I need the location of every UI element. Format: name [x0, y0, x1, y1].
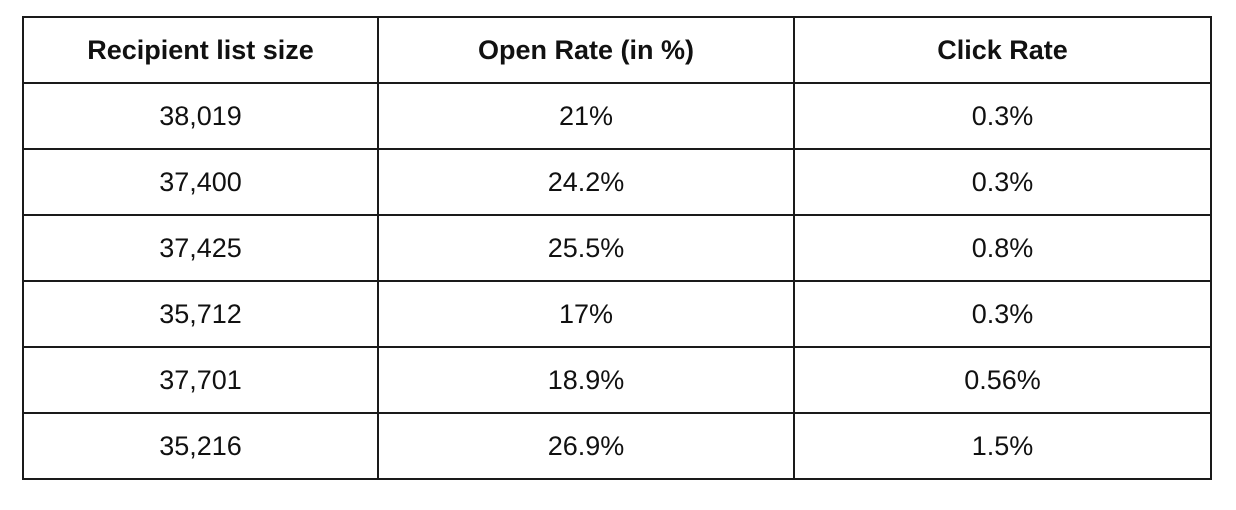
cell-open-rate: 21%: [377, 82, 795, 150]
table-row: 37,400 24.2% 0.3%: [22, 148, 1212, 216]
cell-open-rate: 17%: [377, 280, 795, 348]
cell-recipient-list-size: 37,425: [22, 214, 379, 282]
cell-click-rate: 0.8%: [793, 214, 1212, 282]
cell-click-rate: 0.3%: [793, 82, 1212, 150]
table-row: 35,216 26.9% 1.5%: [22, 412, 1212, 480]
cell-click-rate: 1.5%: [793, 412, 1212, 480]
table-row: 38,019 21% 0.3%: [22, 82, 1212, 150]
cell-open-rate: 18.9%: [377, 346, 795, 414]
table-row: 37,425 25.5% 0.8%: [22, 214, 1212, 282]
cell-open-rate: 24.2%: [377, 148, 795, 216]
cell-recipient-list-size: 37,701: [22, 346, 379, 414]
header-open-rate: Open Rate (in %): [377, 16, 795, 84]
cell-click-rate: 0.3%: [793, 148, 1212, 216]
table-row: 37,701 18.9% 0.56%: [22, 346, 1212, 414]
table-body: 38,019 21% 0.3% 37,400 24.2% 0.3% 37,425…: [22, 82, 1212, 480]
header-click-rate: Click Rate: [793, 16, 1212, 84]
cell-recipient-list-size: 37,400: [22, 148, 379, 216]
header-row: Recipient list size Open Rate (in %) Cli…: [22, 16, 1212, 84]
cell-click-rate: 0.56%: [793, 346, 1212, 414]
cell-recipient-list-size: 35,216: [22, 412, 379, 480]
table-row: 35,712 17% 0.3%: [22, 280, 1212, 348]
cell-recipient-list-size: 35,712: [22, 280, 379, 348]
table-header: Recipient list size Open Rate (in %) Cli…: [22, 16, 1212, 84]
cell-click-rate: 0.3%: [793, 280, 1212, 348]
cell-open-rate: 26.9%: [377, 412, 795, 480]
email-stats-table: Recipient list size Open Rate (in %) Cli…: [22, 16, 1212, 480]
table-container: Recipient list size Open Rate (in %) Cli…: [22, 16, 1212, 480]
header-recipient-list-size: Recipient list size: [22, 16, 379, 84]
cell-recipient-list-size: 38,019: [22, 82, 379, 150]
cell-open-rate: 25.5%: [377, 214, 795, 282]
